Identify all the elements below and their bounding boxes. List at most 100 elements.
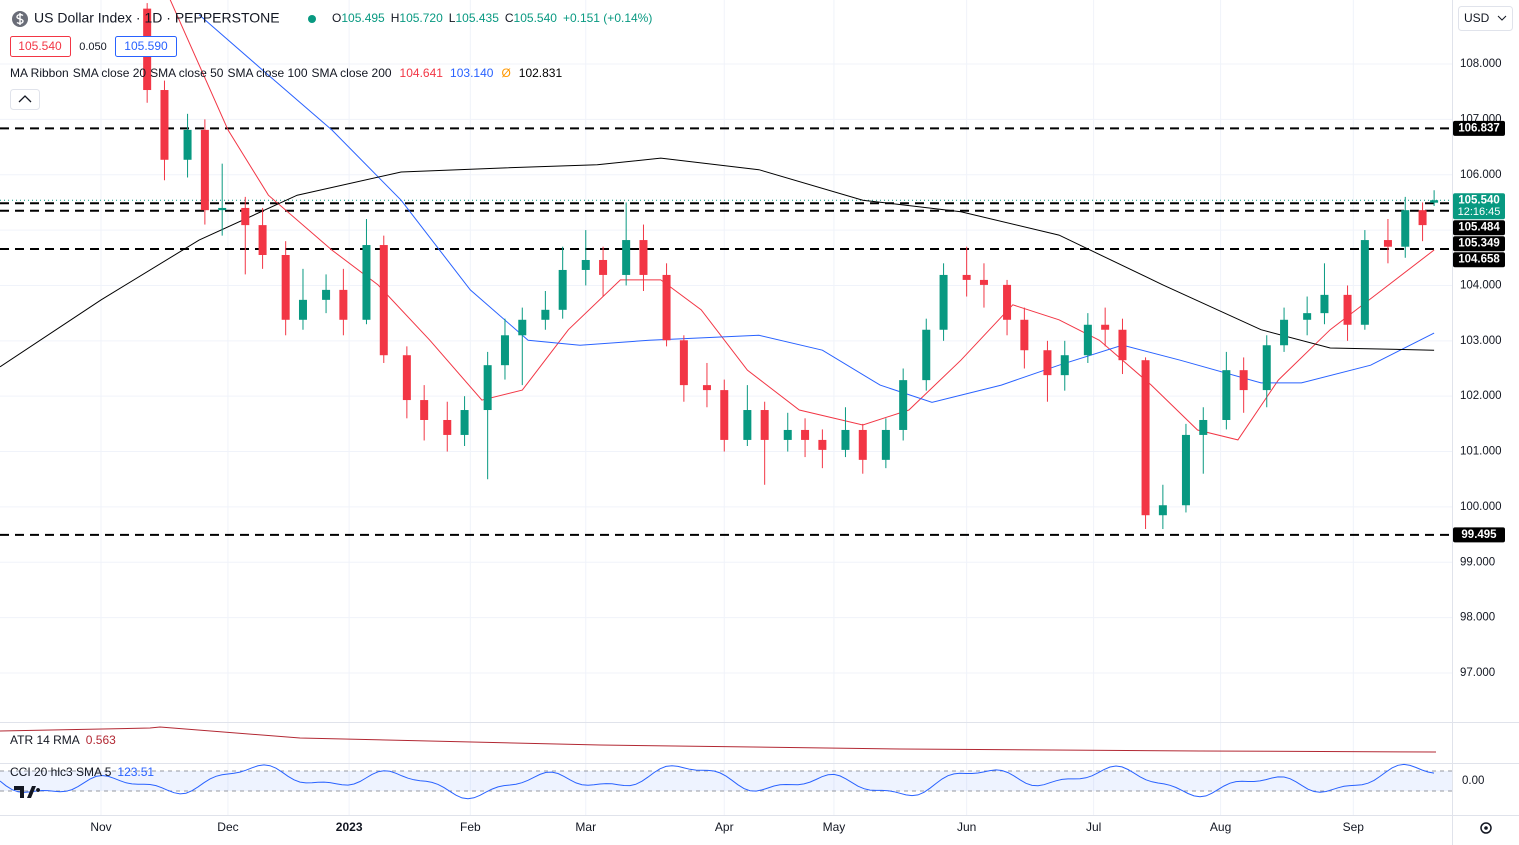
candle-body bbox=[258, 225, 267, 256]
ma-legend: MA Ribbon SMA close 20 SMA close 50 SMA clo… bbox=[10, 66, 562, 80]
price-tag bbox=[1453, 193, 1505, 220]
x-tick-label: Aug bbox=[1210, 820, 1231, 834]
price-tag-label: 105.484 bbox=[1458, 222, 1500, 234]
ma-name: SMA close 20 bbox=[73, 66, 147, 80]
candle-body bbox=[218, 207, 227, 211]
y-tick-label: 108.000 bbox=[1460, 58, 1502, 70]
cci-name: CCI 20 hlc3 SMA 5 bbox=[10, 765, 112, 779]
candle-body bbox=[281, 255, 290, 320]
ma-value: 103.140 bbox=[450, 66, 494, 80]
ma-value: 102.831 bbox=[519, 66, 563, 80]
atr-name: ATR 14 RMA bbox=[10, 733, 80, 747]
candle-body bbox=[679, 340, 688, 386]
candle-body bbox=[599, 259, 608, 275]
candle-body bbox=[1262, 345, 1271, 391]
sell-box[interactable] bbox=[10, 36, 71, 57]
candle-body bbox=[362, 245, 371, 320]
candle-body bbox=[1222, 370, 1231, 420]
price-tag bbox=[1453, 120, 1505, 136]
candle-body bbox=[1141, 360, 1150, 516]
collapse-icon bbox=[18, 95, 32, 103]
ma-name: SMA close 200 bbox=[312, 66, 392, 80]
y-tick-label: 102.000 bbox=[1460, 390, 1502, 402]
candle-body bbox=[1303, 313, 1312, 320]
grid bbox=[0, 0, 1452, 815]
settings-button[interactable] bbox=[1480, 822, 1492, 834]
y-tick-label: 103.000 bbox=[1460, 335, 1502, 347]
ohlc-change: +0.151 (+0.14%) bbox=[563, 11, 652, 25]
collapse-button[interactable] bbox=[10, 89, 40, 110]
y-tick-label: 101.000 bbox=[1460, 446, 1502, 458]
ma-line bbox=[169, 0, 1435, 441]
candle-body bbox=[1418, 210, 1427, 226]
y-tick-label: 97.000 bbox=[1460, 667, 1495, 679]
x-tick-label: Sep bbox=[1343, 820, 1365, 834]
x-tick-label: May bbox=[823, 820, 846, 834]
candle-body bbox=[1020, 319, 1029, 351]
candle-body bbox=[420, 400, 429, 420]
candle-body bbox=[1280, 319, 1289, 346]
candle-body bbox=[1320, 294, 1329, 314]
candle-body bbox=[760, 410, 769, 440]
ohlc-key: L bbox=[449, 11, 456, 25]
candle-body bbox=[1239, 370, 1248, 391]
candle-body bbox=[622, 240, 631, 275]
ohlc-value: 105.720 bbox=[399, 11, 443, 25]
candle-body bbox=[662, 274, 671, 341]
countdown: 12:16:45 bbox=[1458, 206, 1501, 218]
symbol-title: US Dollar Index · 1D · PEPPERSTONE bbox=[34, 10, 280, 26]
ma-value: 104.641 bbox=[400, 66, 444, 80]
candle-body bbox=[1401, 210, 1410, 247]
cci-line bbox=[0, 763, 1435, 800]
candle-body bbox=[1181, 434, 1190, 506]
candle-body bbox=[1083, 324, 1092, 356]
cci-value: 123.51 bbox=[117, 765, 154, 779]
candle-body bbox=[858, 429, 867, 460]
price-tag-label: 105.349 bbox=[1458, 238, 1500, 250]
candle-body bbox=[939, 274, 948, 330]
candle-body bbox=[1360, 240, 1369, 325]
ma-name: SMA close 50 bbox=[150, 66, 224, 80]
candle-body bbox=[1060, 355, 1069, 376]
candle-body bbox=[881, 429, 890, 460]
ohlc-value: 105.495 bbox=[341, 11, 385, 25]
candle-body bbox=[979, 279, 988, 285]
candle-body bbox=[379, 245, 388, 356]
price-tag-label: 106.837 bbox=[1458, 122, 1500, 134]
currency: USD bbox=[1464, 11, 1490, 25]
candle-body bbox=[160, 90, 169, 160]
y-tick-label: 104.000 bbox=[1460, 279, 1502, 291]
ma-name: SMA close 100 bbox=[227, 66, 307, 80]
ohlc-value: 105.540 bbox=[514, 11, 558, 25]
candle-body bbox=[818, 439, 827, 450]
ohlc-key: C bbox=[505, 11, 514, 25]
cci-band bbox=[0, 771, 1452, 791]
y-tick-label: 98.000 bbox=[1460, 612, 1495, 624]
candle-body bbox=[1118, 329, 1127, 361]
candle-body bbox=[460, 410, 469, 435]
cci-legend: CCI 20 hlc3 SMA 5 123.51 bbox=[10, 765, 154, 779]
candle-body bbox=[518, 319, 527, 336]
price-tag bbox=[1453, 236, 1505, 252]
candle-body bbox=[339, 289, 348, 320]
candle-body bbox=[841, 429, 850, 450]
candle-body bbox=[581, 259, 590, 270]
candle-body bbox=[1199, 419, 1208, 435]
buy-box[interactable] bbox=[115, 36, 177, 57]
ohlc-key: H bbox=[391, 11, 400, 25]
candle-body bbox=[720, 390, 729, 440]
ma-ribbon-label: MA Ribbon bbox=[10, 66, 69, 80]
price-tag bbox=[1453, 527, 1505, 543]
currency-select[interactable] bbox=[1458, 6, 1513, 31]
candle-body bbox=[1043, 350, 1052, 376]
candle-body bbox=[1101, 324, 1110, 330]
x-tick-label: Apr bbox=[715, 820, 734, 834]
candle-body bbox=[402, 355, 411, 401]
candle-body bbox=[702, 385, 711, 391]
x-tick-label: 2023 bbox=[336, 820, 363, 834]
x-tick-label: Feb bbox=[460, 820, 481, 834]
y-tick-label: 100.000 bbox=[1460, 501, 1502, 513]
sell-price: 105.540 bbox=[18, 39, 62, 53]
plot-area bbox=[0, 0, 1452, 536]
